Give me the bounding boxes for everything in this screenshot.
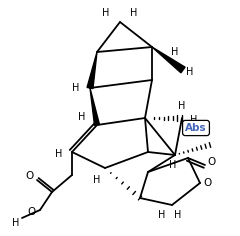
- Text: O: O: [208, 157, 216, 167]
- Text: O: O: [25, 171, 33, 181]
- Text: H: H: [102, 8, 110, 18]
- Text: H: H: [190, 115, 198, 125]
- Polygon shape: [87, 52, 97, 88]
- Text: O: O: [28, 207, 36, 217]
- Text: H: H: [158, 210, 166, 220]
- Text: Abs: Abs: [185, 123, 207, 133]
- Text: H: H: [186, 67, 194, 77]
- Text: H: H: [78, 112, 86, 122]
- Text: H: H: [171, 47, 179, 57]
- Text: H: H: [93, 175, 101, 185]
- Text: H: H: [72, 83, 80, 93]
- Text: H: H: [12, 218, 20, 228]
- Text: O: O: [204, 178, 212, 188]
- Text: H: H: [178, 101, 186, 111]
- Polygon shape: [90, 88, 99, 126]
- Polygon shape: [152, 47, 185, 73]
- Text: H: H: [130, 8, 138, 18]
- Text: H: H: [169, 160, 177, 170]
- Text: H: H: [174, 210, 182, 220]
- Text: H: H: [55, 149, 63, 159]
